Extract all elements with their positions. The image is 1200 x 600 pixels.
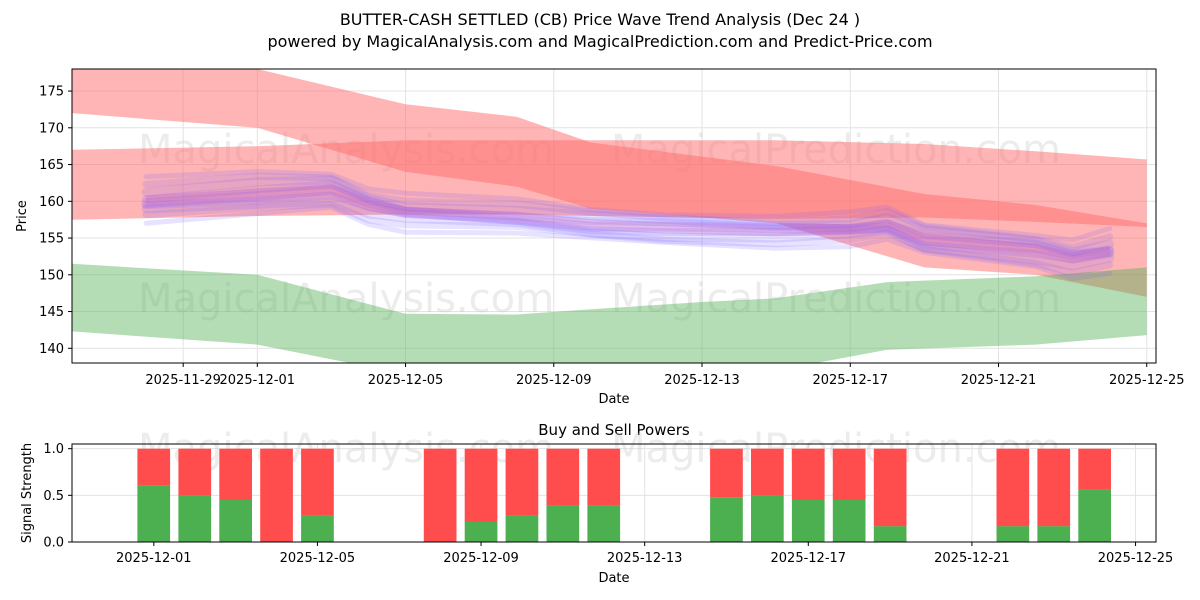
price-y-tick-label: 160 — [39, 195, 64, 210]
signal-x-tick-label: 2025-12-21 — [934, 551, 1010, 566]
price-x-tick-label: 2025-12-05 — [368, 373, 444, 388]
buy-bar — [219, 500, 252, 542]
watermark-analysis-mid: MagicalAnalysis.com — [138, 276, 554, 322]
price-x-tick-label: 2025-12-17 — [812, 373, 888, 388]
buy-bar — [464, 521, 498, 542]
sell-bar — [791, 448, 825, 500]
signal-y-ticks: 0.0 0.5 1.0 — [43, 442, 72, 551]
sell-bar — [710, 448, 743, 498]
signal-plot-frame — [71, 443, 1157, 543]
price-y-tick-label: 165 — [39, 158, 64, 173]
wave-line — [142, 172, 1114, 251]
price-x-tick-label: 2025-12-21 — [961, 373, 1037, 388]
green-band — [72, 263, 1147, 363]
price-bands — [72, 69, 1147, 363]
sell-bar — [873, 448, 907, 527]
signal-y-tick-label: 0.5 — [43, 489, 64, 504]
signal-x-axis-label: Date — [598, 571, 629, 586]
price-y-ticks: 140 145 150 155 160 165 170 175 — [39, 85, 72, 357]
figure-title: BUTTER-CASH SETTLED (CB) Price Wave Tren… — [340, 10, 860, 29]
buy-bar — [301, 515, 334, 542]
wave-line — [141, 175, 1115, 257]
buy-sell-powers-chart: Buy and Sell Powers MagicalAnalysis.com … — [20, 421, 1173, 586]
signal-x-ticks: 2025-12-01 2025-12-05 2025-12-09 2025-12-13… — [116, 542, 1173, 566]
buy-bar — [178, 495, 212, 542]
wave-line — [142, 191, 1114, 264]
signal-y-tick-label: 1.0 — [43, 442, 64, 457]
sell-bar — [751, 448, 784, 496]
buy-bar — [791, 500, 825, 542]
sell-bar — [1078, 448, 1111, 490]
sell-bar — [832, 448, 866, 500]
buy-bar — [710, 497, 743, 542]
price-y-tick-label: 170 — [39, 121, 64, 136]
price-y-axis-label: Price — [15, 200, 30, 232]
price-x-tick-label: 2025-12-13 — [664, 373, 740, 388]
price-x-axis-label: Date — [598, 392, 629, 407]
sell-bar — [464, 448, 498, 522]
wave-line — [142, 180, 1114, 258]
wave-line — [142, 200, 1114, 277]
price-plot-frame — [71, 68, 1157, 364]
buy-bar — [137, 485, 171, 542]
wave-line — [143, 204, 1113, 282]
price-wave-lines — [141, 169, 1115, 282]
sell-bar — [587, 448, 621, 506]
sell-bar — [996, 448, 1030, 527]
watermark-prediction-mid: MagicalPrediction.com — [611, 276, 1061, 322]
signal-x-tick-label: 2025-12-01 — [116, 551, 192, 566]
sell-bar — [178, 448, 212, 496]
wave-center-line — [145, 184, 1111, 257]
price-x-tick-label: 2025-12-01 — [220, 373, 296, 388]
price-y-tick-label: 145 — [39, 305, 64, 320]
wave-center-line — [145, 192, 1111, 264]
buy-bar — [587, 505, 621, 542]
buy-bar — [751, 495, 784, 542]
sell-bar — [260, 448, 293, 542]
middle-red-band — [72, 140, 1147, 227]
signal-x-tick-label: 2025-12-05 — [280, 551, 356, 566]
wave-line — [141, 184, 1115, 261]
buy-bar — [873, 526, 907, 542]
buy-bar — [1037, 526, 1071, 542]
figure-subtitle: powered by MagicalAnalysis.com and Magic… — [267, 32, 932, 51]
buy-sell-title: Buy and Sell Powers — [538, 421, 690, 439]
price-y-tick-label: 155 — [39, 232, 64, 247]
price-x-tick-label: 2025-12-25 — [1109, 373, 1185, 388]
price-y-tick-label: 140 — [39, 342, 64, 357]
buy-bar — [832, 500, 866, 542]
signal-x-tick-label: 2025-12-17 — [771, 551, 847, 566]
signal-y-tick-label: 0.0 — [43, 536, 64, 551]
signal-x-tick-label: 2025-12-13 — [607, 551, 683, 566]
sell-bar — [546, 448, 580, 506]
buy-bar — [1078, 489, 1111, 542]
buy-bar — [996, 526, 1030, 542]
buy-bar — [546, 505, 580, 542]
price-x-tick-label: 2025-11-29 — [145, 373, 221, 388]
sell-bar — [219, 448, 252, 500]
price-y-tick-label: 175 — [39, 85, 64, 100]
wave-center-line — [145, 188, 1111, 260]
wave-line — [143, 169, 1113, 243]
sell-bar — [505, 448, 539, 516]
price-wave-chart: MagicalAnalysis.com MagicalPrediction.co… — [15, 68, 1185, 407]
price-x-tick-label: 2025-12-09 — [516, 373, 592, 388]
price-y-tick-label: 150 — [39, 268, 64, 283]
signal-y-axis-label: Signal Strength — [20, 443, 35, 543]
sell-bar — [423, 448, 457, 542]
wave-line — [141, 196, 1115, 271]
signal-bars — [137, 448, 1111, 542]
signal-x-tick-label: 2025-12-25 — [1098, 551, 1174, 566]
sell-bar — [1037, 448, 1071, 527]
sell-bar — [137, 448, 171, 486]
sell-bar — [301, 448, 334, 516]
buy-bar — [505, 515, 539, 542]
signal-x-tick-label: 2025-12-09 — [443, 551, 519, 566]
